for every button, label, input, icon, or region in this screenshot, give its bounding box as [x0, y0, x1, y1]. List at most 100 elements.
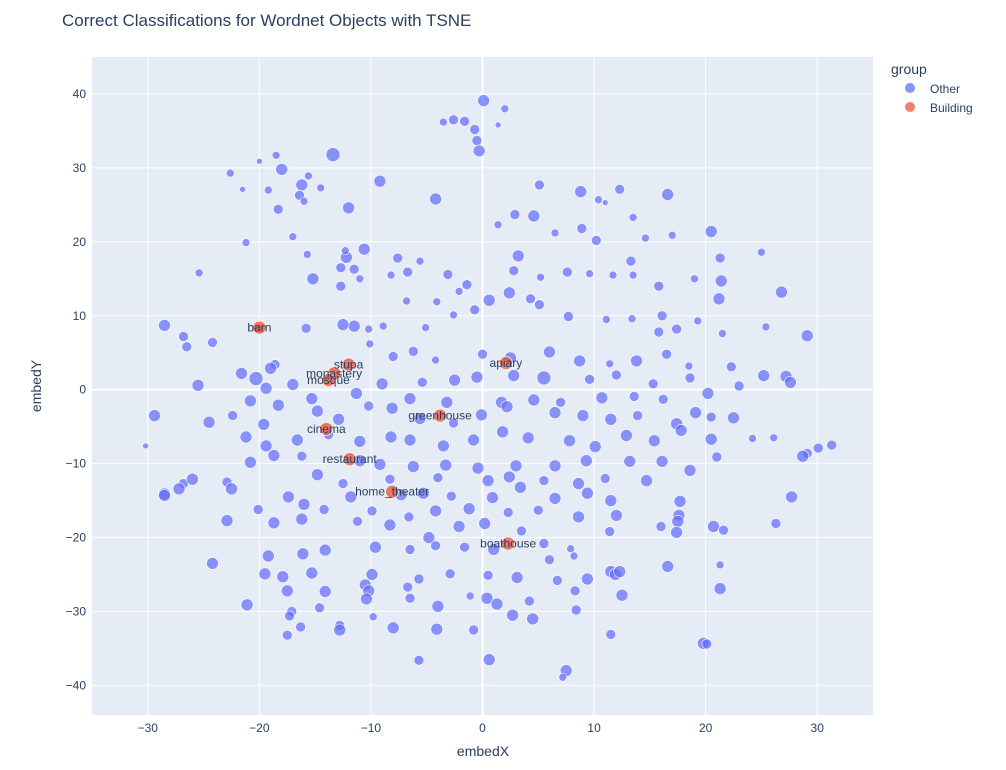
data-point-other [657, 393, 669, 405]
data-point-other [494, 121, 502, 129]
data-point-other [563, 311, 574, 322]
data-point-other [445, 490, 457, 502]
data-point-other [305, 566, 319, 580]
data-point-other [295, 621, 306, 633]
data-point-other [386, 621, 400, 635]
data-point-other [502, 286, 516, 300]
data-point-other [439, 458, 453, 472]
y-tick-label: 10 [73, 309, 87, 323]
data-point-other [590, 235, 602, 246]
data-point-other [421, 323, 430, 332]
data-point-other [448, 373, 461, 387]
data-point-other [502, 470, 516, 484]
point-label: monastery [306, 366, 362, 380]
data-point-other [369, 540, 382, 554]
data-point-other [318, 585, 332, 598]
data-point-other [561, 266, 573, 278]
data-point-other [623, 455, 637, 468]
data-point-other [655, 521, 667, 532]
data-point-other [469, 124, 481, 135]
data-point-other [300, 322, 312, 334]
y-tick-label: −40 [66, 678, 87, 692]
point-label: restaurant [323, 452, 378, 466]
data-point-other [360, 592, 373, 606]
legend-marker-building [905, 102, 915, 112]
data-point-other [429, 192, 442, 206]
data-point-other [365, 568, 379, 581]
data-point-other [415, 256, 425, 266]
data-point-other [502, 507, 514, 518]
data-point-other [477, 348, 488, 360]
data-point-other [148, 409, 161, 422]
data-point-other [392, 252, 404, 264]
data-point-other [352, 515, 363, 527]
legend-item-building[interactable]: Building [905, 101, 973, 115]
data-point-other [538, 475, 550, 486]
data-point-other [220, 514, 234, 527]
data-point-other [378, 321, 388, 331]
data-point-other [348, 263, 360, 275]
data-point-other [487, 543, 501, 556]
data-point-other [508, 265, 520, 277]
legend-marker-other [905, 83, 915, 93]
data-point-other [282, 490, 295, 504]
data-point-other [403, 511, 415, 523]
data-point-other [506, 608, 519, 622]
data-point-other [413, 573, 425, 585]
data-point-other [158, 319, 171, 332]
data-point-other [431, 599, 445, 613]
data-point-other [563, 434, 576, 448]
data-point-other [448, 114, 459, 126]
data-point-other [595, 391, 609, 405]
data-point-other [573, 354, 586, 368]
data-point-other [770, 518, 782, 529]
data-point-other [402, 266, 414, 278]
data-point-other [584, 373, 595, 385]
data-point-other [467, 433, 480, 447]
data-point-other [718, 329, 727, 338]
data-point-other [402, 581, 414, 593]
data-point-other [259, 439, 273, 453]
legend-item-other[interactable]: Other [905, 82, 960, 96]
data-point-other [475, 408, 488, 422]
data-point-other [244, 455, 257, 469]
data-point-other [614, 184, 626, 195]
data-point-other [576, 409, 590, 422]
tick-labels: −30 −20 −10 0 10 20 30 −40 −30 −20 −10 0 10 20 30 40 [66, 87, 825, 735]
x-tick-label: −20 [249, 721, 270, 735]
data-point-other [373, 174, 387, 188]
data-point-other [653, 326, 665, 338]
data-point-other [704, 432, 718, 446]
data-point-other [486, 491, 499, 504]
data-point-other [527, 393, 541, 407]
data-point-other [711, 451, 723, 463]
data-point-other [761, 322, 771, 332]
data-point-other [417, 486, 430, 500]
data-point-other [413, 654, 425, 666]
data-point-other [267, 449, 281, 462]
data-point-other [318, 543, 332, 557]
data-point-other [422, 531, 436, 544]
data-point-other [296, 547, 310, 561]
data-point-other [311, 404, 324, 418]
data-point-other [757, 247, 766, 257]
legend[interactable]: group Other Building [891, 61, 973, 115]
data-point-other [555, 396, 566, 408]
data-point-other [311, 468, 324, 482]
data-point-other [569, 585, 581, 597]
data-point-other [538, 538, 550, 549]
data-point-other [172, 482, 186, 496]
data-point-other [500, 104, 510, 114]
data-point-other [432, 472, 444, 484]
y-tick-label: −10 [66, 457, 87, 471]
y-axis-label: embedY [28, 359, 44, 412]
data-point-other [248, 371, 264, 386]
data-point-other [704, 225, 718, 238]
data-point-other [632, 410, 643, 421]
data-point-other [383, 518, 397, 532]
data-point-other [601, 199, 609, 206]
data-point-other [296, 450, 308, 462]
